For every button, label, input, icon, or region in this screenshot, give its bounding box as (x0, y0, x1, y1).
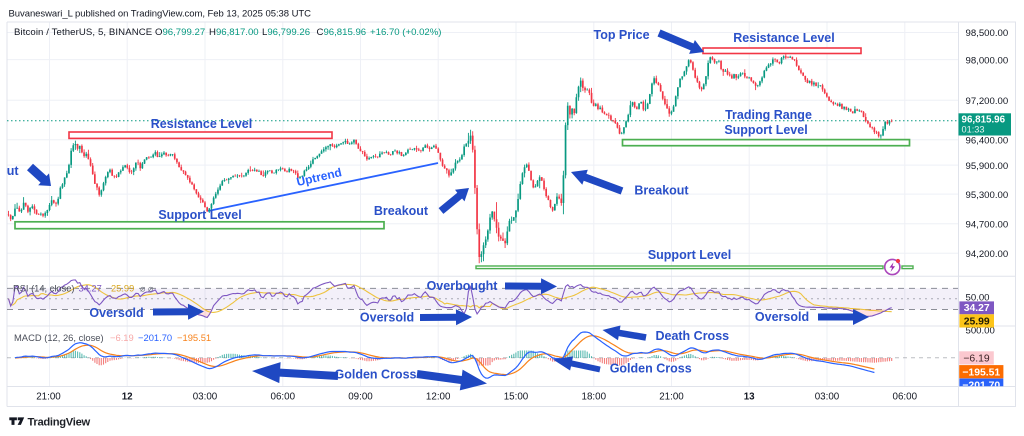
svg-text:−6.19: −6.19 (963, 353, 990, 364)
svg-text:01:33: 01:33 (962, 124, 985, 134)
svg-text:Oversold: Oversold (360, 310, 414, 324)
svg-text:34.27: 34.27 (964, 303, 990, 314)
svg-text:Support Level: Support Level (648, 248, 731, 262)
svg-text:03:00: 03:00 (815, 392, 840, 403)
svg-text:98,000.00: 98,000.00 (966, 55, 1009, 66)
svg-text:13: 13 (744, 392, 755, 403)
svg-text:12:00: 12:00 (426, 392, 451, 403)
svg-text:500.00: 500.00 (966, 326, 995, 337)
svg-text:Support Level: Support Level (158, 208, 241, 222)
svg-text:Overbought: Overbought (427, 279, 499, 293)
svg-text:21:00: 21:00 (659, 392, 684, 403)
svg-text:Oversold: Oversold (755, 310, 809, 324)
svg-text:Breakout: Breakout (374, 204, 429, 218)
svg-text:50.00: 50.00 (966, 293, 990, 304)
svg-text:03:00: 03:00 (193, 392, 218, 403)
svg-text:−201.70: −201.70 (962, 381, 1000, 392)
svg-text:95,900.00: 95,900.00 (966, 161, 1009, 172)
svg-text:09:00: 09:00 (348, 392, 373, 403)
svg-text:Death Cross: Death Cross (655, 329, 729, 343)
svg-text:Buvaneswari_L published on Tra: Buvaneswari_L published on TradingView.c… (9, 8, 312, 19)
svg-text:15:00: 15:00 (504, 392, 529, 403)
svg-text:TradingView: TradingView (28, 416, 91, 428)
svg-text:06:00: 06:00 (271, 392, 296, 403)
svg-text:ut: ut (7, 164, 20, 178)
svg-text:Golden Cross: Golden Cross (610, 361, 692, 375)
svg-text:Resistance Level: Resistance Level (733, 31, 834, 45)
svg-text:94,700.00: 94,700.00 (966, 219, 1009, 230)
svg-text:Top Price: Top Price (593, 28, 649, 42)
svg-text:−195.51: −195.51 (962, 367, 1000, 378)
svg-text:96,815.96: 96,815.96 (962, 115, 1006, 126)
svg-text:12: 12 (122, 392, 133, 403)
svg-text:Oversold: Oversold (89, 306, 143, 320)
svg-text:21:00: 21:00 (36, 392, 61, 403)
svg-text:96,400.00: 96,400.00 (966, 136, 1009, 147)
svg-text:O96,799.27 H96,817.00 L96,799.: O96,799.27 H96,817.00 L96,799.26 C96,815… (155, 27, 441, 38)
svg-text:94,200.00: 94,200.00 (966, 249, 1009, 260)
svg-text:25.99: 25.99 (964, 316, 990, 327)
svg-text:97,200.00: 97,200.00 (966, 96, 1009, 107)
svg-text:98,500.00: 98,500.00 (966, 28, 1009, 39)
svg-text:06:00: 06:00 (893, 392, 918, 403)
svg-text:Trading Range: Trading Range (725, 108, 812, 122)
svg-text:Resistance Level: Resistance Level (151, 117, 252, 131)
svg-text:18:00: 18:00 (582, 392, 607, 403)
svg-text:Bitcoin / TetherUS, 5, BINANCE: Bitcoin / TetherUS, 5, BINANCE (14, 27, 152, 38)
svg-text:95,300.00: 95,300.00 (966, 190, 1009, 201)
svg-text:Golden Cross: Golden Cross (335, 367, 417, 381)
svg-text:MACD (12, 26, close) −6.19−201: MACD (12, 26, close) −6.19 −201.70 −195.51 (14, 332, 211, 343)
svg-text:Breakout: Breakout (634, 183, 689, 197)
svg-text:Support Level: Support Level (724, 123, 807, 137)
